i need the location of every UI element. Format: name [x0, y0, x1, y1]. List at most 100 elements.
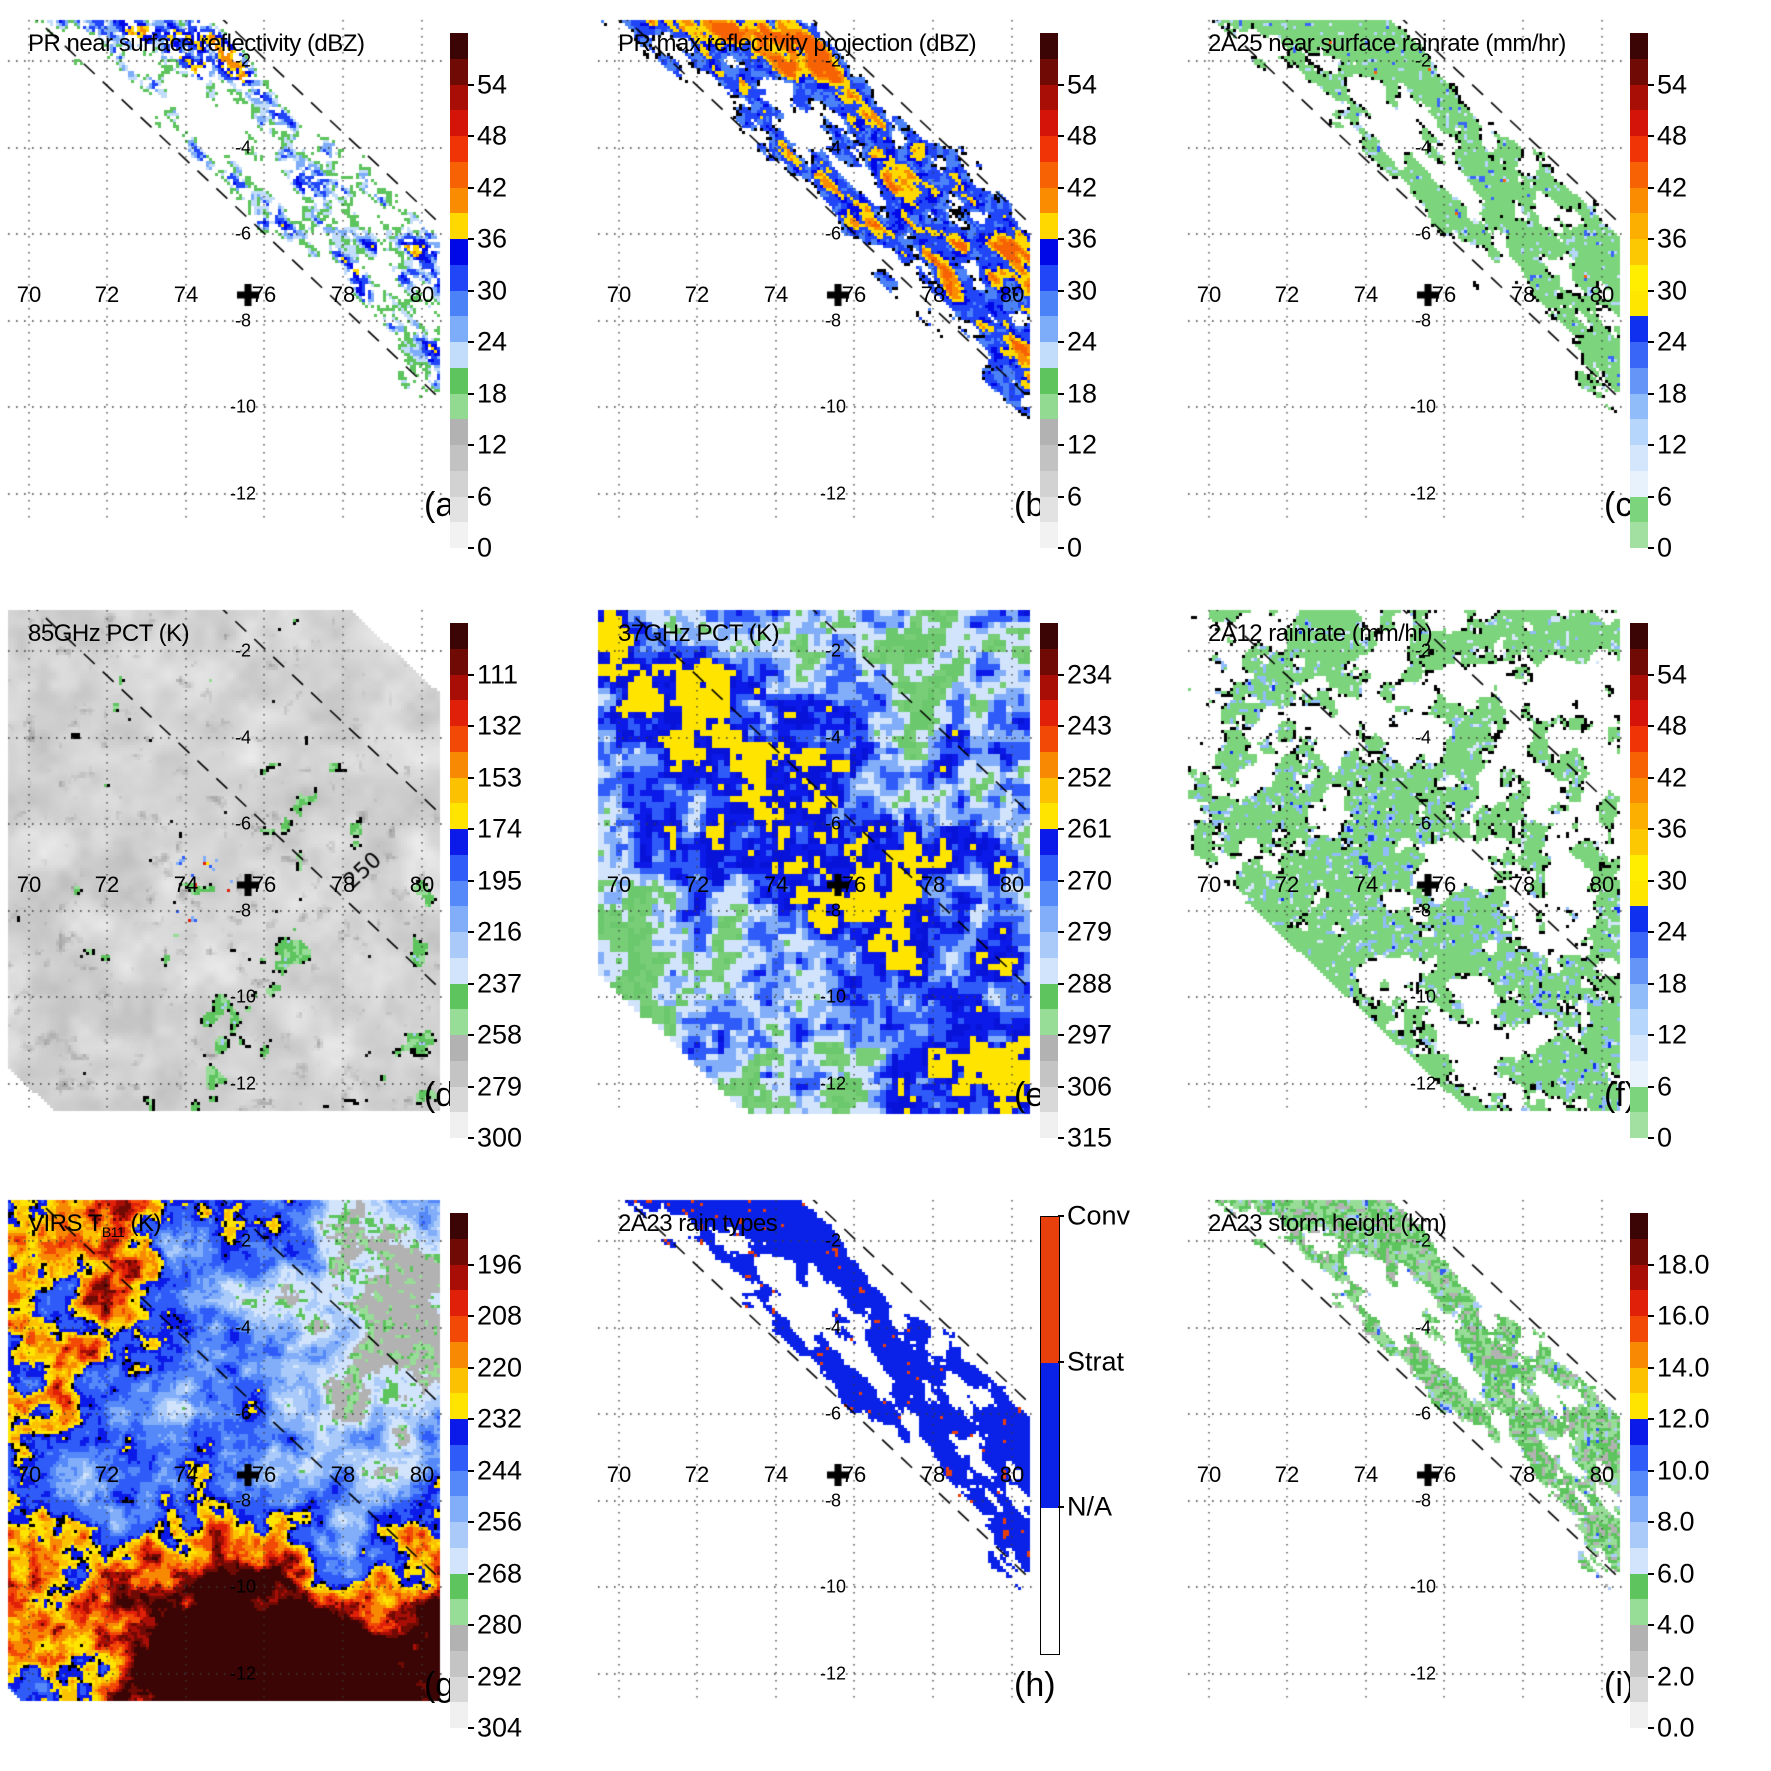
colorbar-tick-label: 220: [477, 1352, 523, 1382]
colorbar-segment: [1630, 58, 1648, 85]
colorbar-tickmark: [1648, 289, 1654, 292]
colorbar-segment: [450, 1522, 468, 1548]
lat-label: -4: [234, 727, 252, 748]
colorbar-tick-label: 42: [477, 172, 508, 202]
map-canvas-a: [0, 0, 590, 590]
colorbar-tickmark: [1058, 1034, 1064, 1036]
map-canvas-d: [0, 590, 590, 1180]
colorbar-segment: [450, 290, 468, 317]
map-canvas-f: [1180, 590, 1770, 1180]
colorbar-segment: [1630, 1264, 1648, 1291]
colorbar-segment: [1630, 1444, 1648, 1471]
lon-label: 78: [920, 1462, 946, 1487]
colorbar-tick-label: 14.0: [1657, 1352, 1710, 1382]
colorbar-segment: [1040, 880, 1058, 907]
colorbar-segment: [1630, 1213, 1648, 1239]
colorbar-segment: [450, 648, 468, 675]
panel-a: PR near surface reflectivity (dBZ) (a) 70 7…: [0, 0, 590, 590]
lat-label: -10: [1409, 396, 1437, 417]
lat-label: -4: [824, 1317, 842, 1338]
lat-label: -6: [824, 813, 842, 834]
panel-title-a: PR near surface reflectivity (dBZ): [28, 30, 365, 57]
colorbar-tick-label: 256: [477, 1506, 523, 1537]
colorbar-tickmark: [468, 1727, 474, 1729]
colorbar-segment: [1630, 1035, 1648, 1061]
colorbar-tickmark: [1648, 1521, 1654, 1523]
colorbar-segment: [1630, 880, 1648, 907]
colorbar-tick-label: 244: [477, 1455, 523, 1485]
lon-label: 80: [409, 872, 435, 897]
colorbar-tick-label: 0: [1657, 1122, 1673, 1153]
colorbar-segment: [1630, 700, 1648, 726]
lat-label: -8: [234, 310, 252, 331]
colorbar-segment: [1040, 84, 1058, 111]
colorbar-tickmark: [468, 879, 474, 882]
colorbar-tick-label: 18: [1067, 378, 1098, 408]
lon-label: 74: [763, 282, 789, 307]
colorbar-tick-label: 252: [1067, 762, 1113, 792]
colorbar-segment: [1630, 1419, 1648, 1445]
colorbar-tickmark: [468, 1521, 474, 1523]
colorbar-tickmark: [1058, 444, 1064, 446]
colorbar-segment: [1630, 239, 1648, 265]
colorbar-segment: [450, 1676, 468, 1703]
panel-title-i: 2A23 storm height (km): [1208, 1210, 1447, 1237]
colorbar-a: [450, 33, 468, 548]
lon-label: 80: [999, 282, 1025, 307]
colorbar-segment: [1040, 393, 1058, 420]
panel-d: 85GHz PCT (K) (d) 70 72 74 76 78 80 -2 -4 -6 -8 -10-…: [0, 590, 590, 1180]
lon-label: 72: [94, 1462, 120, 1487]
colorbar-segment: [450, 623, 468, 649]
lat-label: -4: [824, 727, 842, 748]
colorbar-segment: [450, 1496, 468, 1522]
colorbar-segment: [1630, 1470, 1648, 1497]
colorbar-segment: [1630, 623, 1648, 649]
colorbar-tick-label: 54: [477, 69, 508, 99]
lon-label: 80: [409, 282, 435, 307]
colorbar-tickmark: [1058, 725, 1064, 727]
colorbar-g: [450, 1213, 468, 1728]
colorbar-segment: [450, 674, 468, 701]
lon-label: 74: [1353, 1462, 1379, 1487]
colorbar-tickmark: [1058, 1506, 1064, 1509]
colorbar-tickmark: [1058, 392, 1064, 395]
lat-label: -8: [234, 900, 252, 921]
colorbar-tickmark: [1058, 1137, 1064, 1139]
colorbar-segment: [450, 1702, 468, 1728]
colorbar-tickmark: [468, 186, 474, 189]
lon-label: 70: [1196, 1462, 1222, 1487]
colorbar-tickmark: [1648, 1572, 1654, 1575]
colorbar-tick-label: 54: [1657, 659, 1688, 689]
colorbar-segment: [450, 932, 468, 958]
lon-label: 70: [16, 872, 42, 897]
map-canvas-h: [590, 1180, 1180, 1770]
colorbar-segment: [1040, 522, 1058, 548]
colorbar-segment: [1630, 777, 1648, 804]
colorbar-tick-label: 54: [1067, 69, 1098, 99]
colorbar-segment: [450, 726, 468, 752]
colorbar-segment: [450, 957, 468, 984]
colorbar-tickmark: [1648, 1137, 1654, 1139]
colorbar-segment: [1630, 1496, 1648, 1522]
colorbar-segment: [1040, 674, 1058, 701]
lon-label: 78: [1510, 282, 1536, 307]
colorbar-tick-label: 315: [1067, 1122, 1113, 1153]
colorbar-tickmark: [1058, 547, 1064, 549]
colorbar-segment: [1630, 187, 1648, 214]
lat-label: -2: [824, 640, 842, 661]
lat-label: -10: [229, 396, 257, 417]
lat-label: -2: [1414, 50, 1432, 71]
colorbar-segment: [1630, 957, 1648, 984]
colorbar-segment: [1040, 803, 1058, 829]
colorbar-tick-label: 0: [477, 532, 493, 563]
colorbar-segment: [1630, 751, 1648, 778]
map-canvas-c: [1180, 0, 1770, 590]
colorbar-tickmark: [1648, 83, 1654, 86]
colorbar-segment: [450, 187, 468, 214]
colorbar-segment: [1040, 1060, 1058, 1087]
colorbar-tickmark: [1648, 776, 1654, 779]
lat-label: -2: [234, 1230, 252, 1251]
colorbar-segment: [1630, 1599, 1648, 1625]
colorbar-segment: [1630, 906, 1648, 932]
map-canvas-b: [590, 0, 1180, 590]
